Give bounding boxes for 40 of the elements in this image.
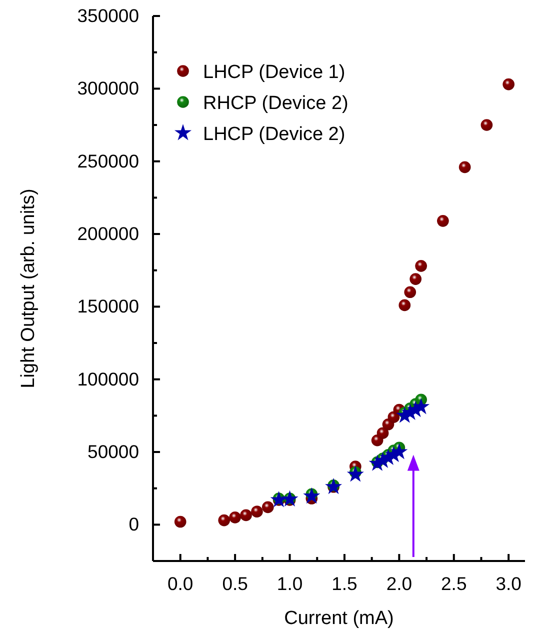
y-tick-label: 250000 [77,150,139,172]
point [303,487,320,504]
point [404,286,416,298]
x-tick-label: 1.5 [332,573,358,594]
point [346,466,364,482]
point [240,509,252,522]
x-tick-label: 0.0 [167,573,194,594]
point [251,506,263,518]
y-tick-label: 0 [128,514,139,535]
legend-label: LHCP (Device 1) [203,62,346,83]
y-axis-title: Light Output (arb. units) [18,188,39,388]
point [502,78,515,90]
point [218,514,230,526]
point [480,119,493,131]
point [410,273,422,285]
point [390,443,408,460]
point [174,516,186,528]
x-tick-label: 0.5 [222,573,248,594]
point [458,161,471,174]
point [437,215,449,227]
x-tick-label: 2.0 [386,573,412,594]
point [412,398,430,414]
point [262,501,274,514]
x-tick-label: 2.5 [441,573,467,594]
x-tick-label: 1.0 [276,573,303,594]
legend-label: LHCP (Device 2) [203,124,346,145]
y-tick-label: 350000 [77,4,139,26]
point [398,299,411,312]
x-axis-title: Current (mA) [284,608,394,629]
point [229,511,241,524]
x-tick-label: 3.0 [496,573,522,594]
y-tick-label: 50000 [88,440,139,462]
point [415,260,427,272]
point [376,427,389,440]
legend-label: RHCP (Device 2) [203,93,348,114]
y-tick-label: 200000 [77,222,139,244]
point [325,478,342,494]
y-tick-label: 100000 [77,368,139,390]
y-tick-label: 150000 [77,296,139,317]
y-tick-label: 300000 [77,78,139,99]
